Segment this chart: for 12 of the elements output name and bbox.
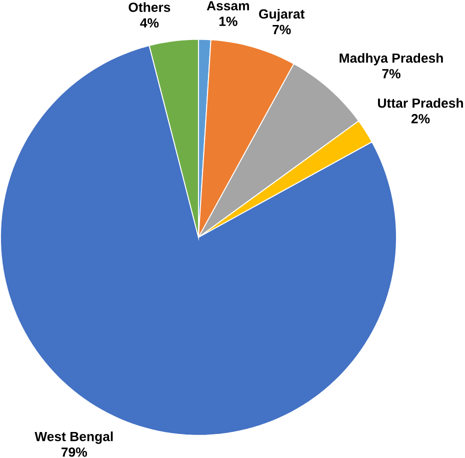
data-label: 2% (411, 114, 430, 124)
data-label: 7% (272, 24, 291, 34)
slice-label: Assam (206, 1, 249, 10)
slice-label: Uttar Pradesh (378, 98, 463, 108)
data-label: 7% (382, 69, 400, 78)
slice-label: Gujarat (259, 8, 305, 22)
data-label: 1% (219, 16, 238, 26)
data-label: 4% (140, 18, 159, 28)
data-label: 79% (62, 447, 87, 457)
slice-label: Madhya Pradesh (340, 53, 443, 66)
slice-label: Others (128, 2, 170, 12)
slice-label: West Bengal (34, 432, 113, 444)
